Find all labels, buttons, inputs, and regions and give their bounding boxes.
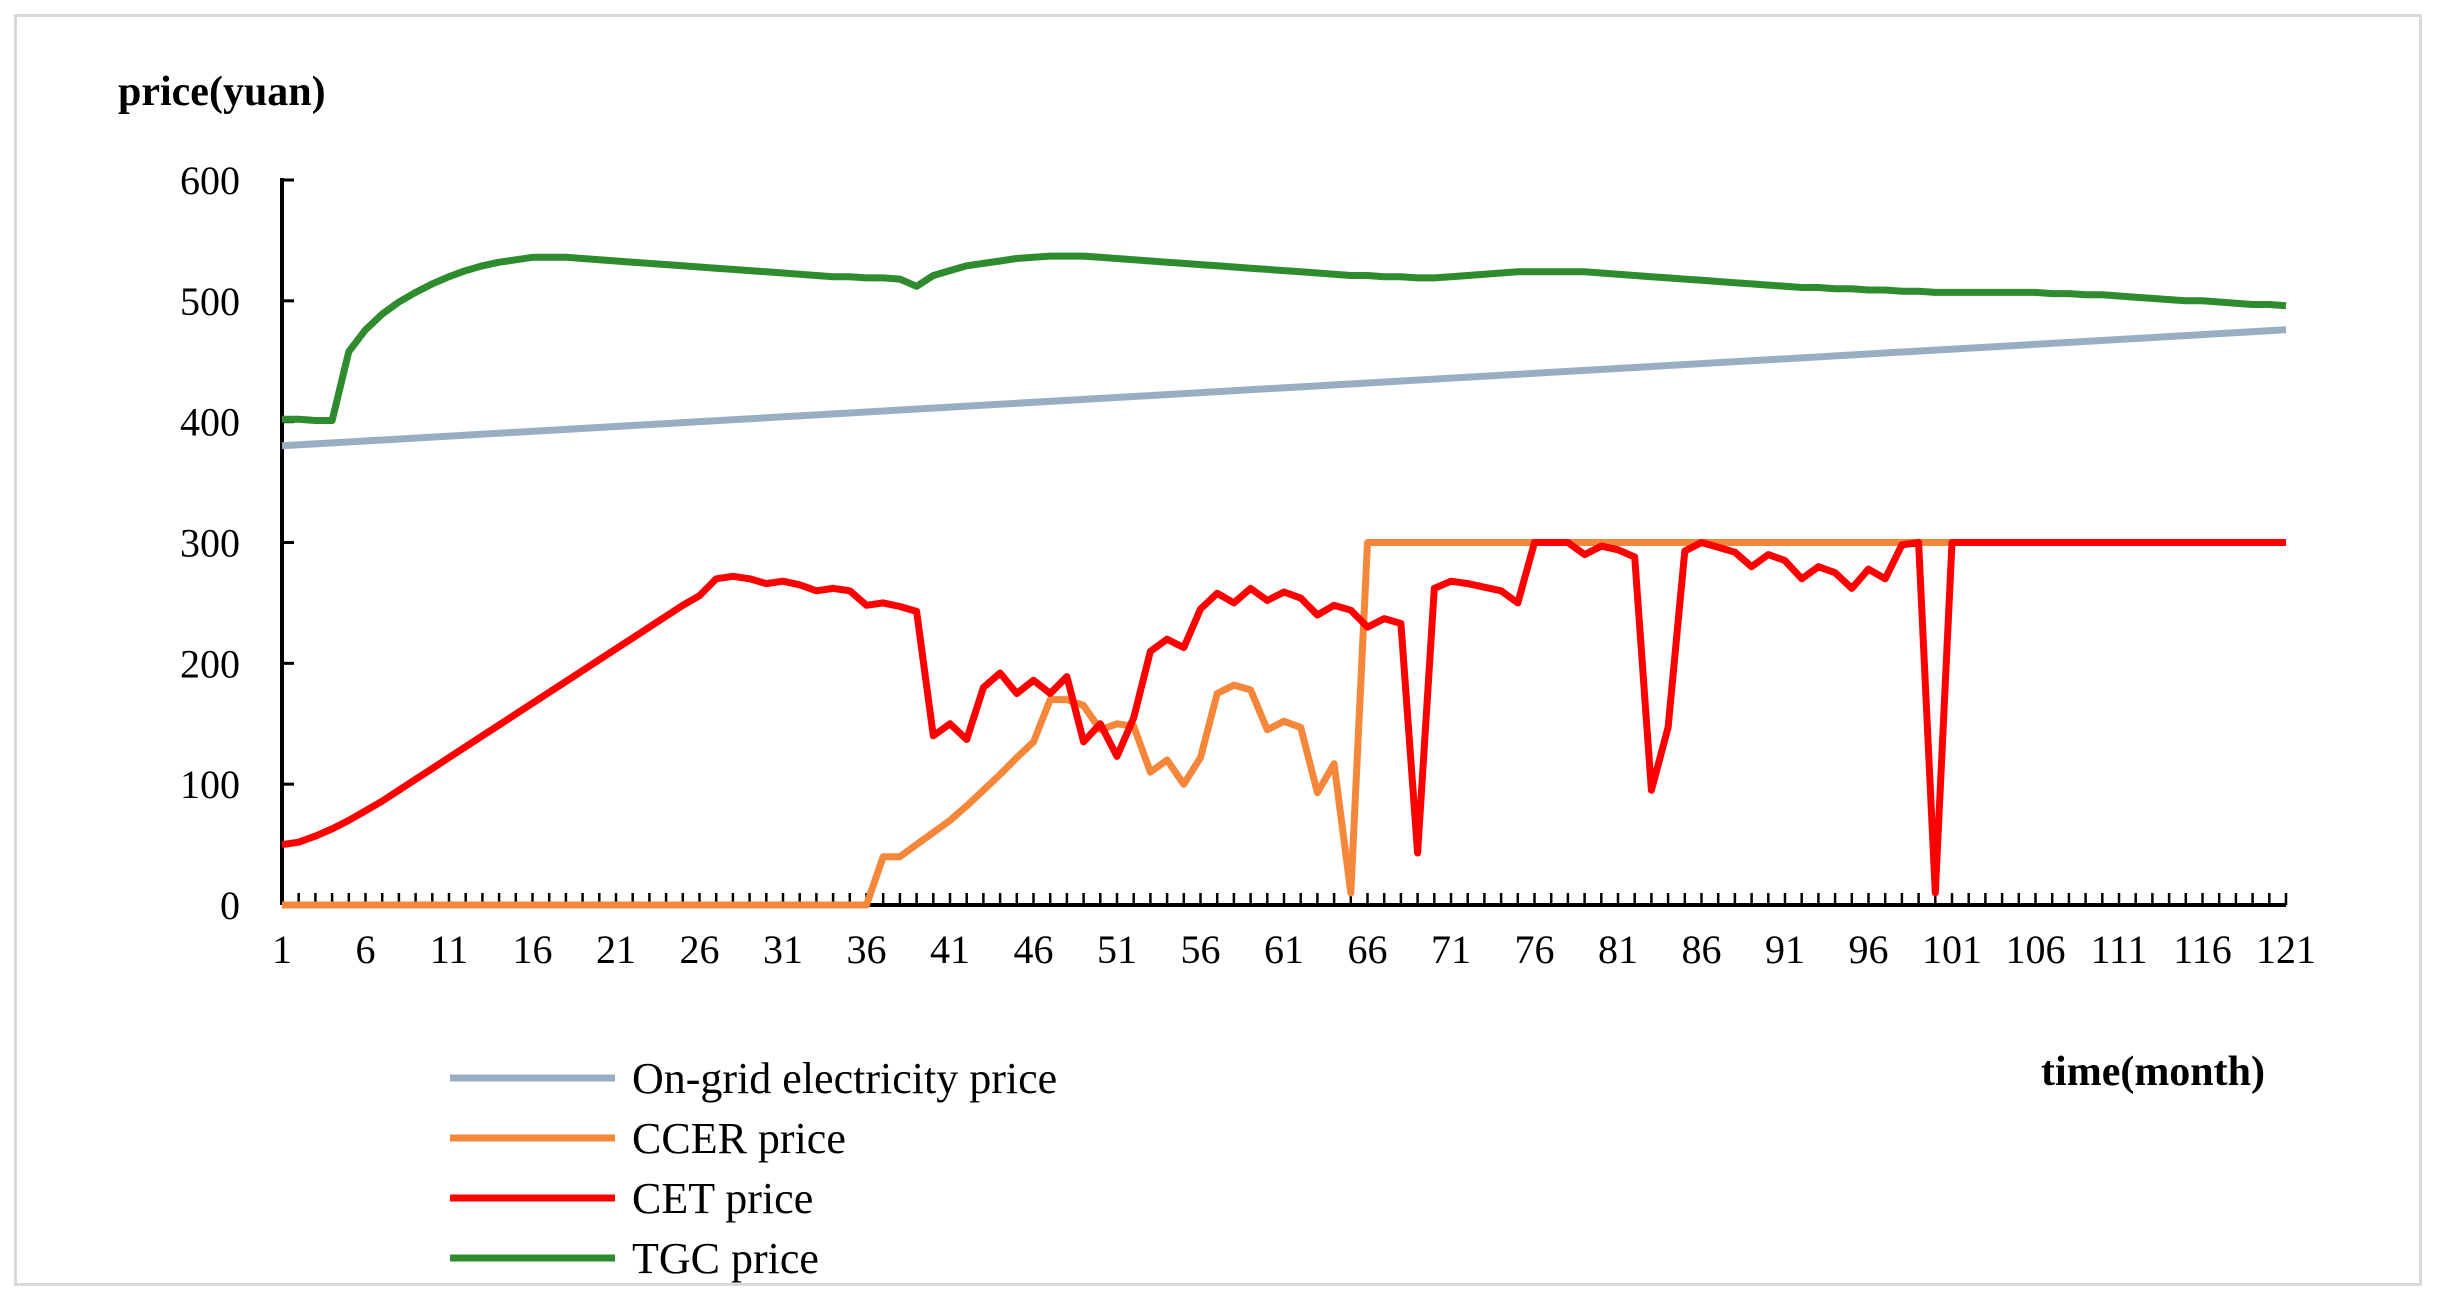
legend-entry: On-grid electricity price (632, 1054, 1057, 1103)
x-tick-label: 56 (1181, 927, 1221, 972)
x-tick-label: 61 (1264, 927, 1304, 972)
x-tick-label: 116 (2173, 927, 2232, 972)
y-tick-label: 500 (180, 279, 240, 324)
series-line-2 (282, 539, 2286, 909)
x-tick-label: 31 (763, 927, 803, 972)
x-tick-label: 21 (596, 927, 636, 972)
x-tick-label: 71 (1431, 927, 1471, 972)
y-axis-title: price(yuan) (118, 69, 326, 115)
legend: On-grid electricity price CCER price CET p… (450, 1054, 1057, 1283)
x-tick-label: 121 (2256, 927, 2316, 972)
x-tick-label: 51 (1097, 927, 1137, 972)
x-axis-title: time(month) (2041, 1049, 2265, 1095)
x-tick-label: 66 (1348, 927, 1388, 972)
x-tick-label: 6 (356, 927, 376, 972)
y-tick-label: 300 (180, 521, 240, 566)
series-line-1 (281, 326, 2287, 450)
x-tick-label: 106 (2006, 927, 2066, 972)
x-tick-label: 46 (1014, 927, 1054, 972)
x-tick-label: 81 (1598, 927, 1638, 972)
x-tick-label: 76 (1515, 927, 1555, 972)
y-tick-label: 100 (180, 762, 240, 807)
x-tick-label: 86 (1682, 927, 1722, 972)
y-tick-label: 400 (180, 400, 240, 445)
legend-entry: CCER price (632, 1114, 846, 1163)
y-tick-label: 200 (180, 641, 240, 686)
x-tick-label: 91 (1765, 927, 1805, 972)
x-tick-label: 41 (930, 927, 970, 972)
x-tick-label: 26 (680, 927, 720, 972)
series-line-4 (282, 252, 2287, 424)
x-tick-label: 111 (2090, 927, 2147, 972)
legend-entry: CET price (632, 1174, 813, 1223)
x-tick-label: 36 (847, 927, 887, 972)
x-tick-label: 96 (1849, 927, 1889, 972)
y-tick-label: 0 (220, 883, 240, 928)
x-tick-label: 101 (1922, 927, 1982, 972)
legend-entry: TGC price (632, 1234, 819, 1283)
series-layer (281, 252, 2287, 909)
y-tick-label: 600 (180, 158, 240, 203)
chart-frame (14, 14, 2422, 1286)
series-line-3 (281, 539, 2286, 897)
x-tick-label: 11 (430, 927, 469, 972)
x-tick-label: 16 (513, 927, 553, 972)
x-tick-label: 1 (272, 927, 292, 972)
